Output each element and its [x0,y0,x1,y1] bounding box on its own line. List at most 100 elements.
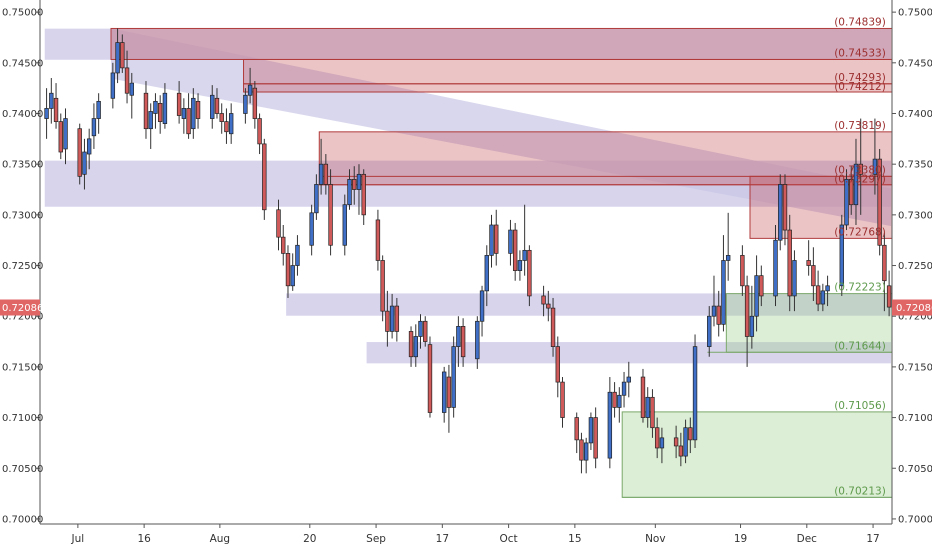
candle-up[interactable] [210,94,215,119]
candle-down[interactable] [527,249,532,297]
candle-up[interactable] [96,100,101,119]
candle-up[interactable] [479,290,485,322]
candle-down[interactable] [593,417,598,459]
candle-down[interactable] [806,260,811,266]
candle-down[interactable] [423,320,428,342]
candle-down[interactable] [285,253,291,287]
candle-up[interactable] [508,229,513,254]
candle-down[interactable] [512,229,518,271]
candle-down[interactable] [176,92,182,116]
candle-up[interactable] [844,179,849,226]
candle-down[interactable] [361,173,366,216]
candle-up[interactable] [413,336,418,358]
candle-up[interactable] [778,184,783,241]
candle-up[interactable] [347,179,352,206]
candle-down[interactable] [143,92,149,130]
candle-down[interactable] [120,42,125,69]
candle-down[interactable] [759,275,764,297]
candle-up[interactable] [820,290,826,305]
candle-up[interactable] [63,118,68,150]
candle-up[interactable] [162,92,168,124]
candle-down[interactable] [650,396,655,429]
candle-down[interactable] [281,236,286,254]
candle-down[interactable] [858,163,863,175]
candle-up[interactable] [475,320,480,360]
candle-down[interactable] [252,87,258,119]
candle-up[interactable] [659,437,665,449]
candle-down[interactable] [886,285,892,308]
candle-up[interactable] [181,108,187,119]
candle-down[interactable] [555,346,560,383]
candle-down[interactable] [385,310,390,332]
candle-down[interactable] [77,128,82,177]
candle-down[interactable] [53,97,59,122]
candle-up[interactable] [389,305,395,332]
candle-up[interactable] [418,320,423,337]
candle-up[interactable] [191,97,196,130]
candle-down[interactable] [323,163,329,185]
candle-down[interactable] [494,224,499,254]
candle-down[interactable] [541,295,546,305]
candle-up[interactable] [91,118,97,137]
candle-up[interactable] [489,224,494,256]
candle-down[interactable] [550,307,556,347]
candle-up[interactable] [342,204,347,246]
candle-down[interactable] [262,143,267,211]
candle-up[interactable] [290,265,295,287]
candle-down[interactable] [195,100,201,119]
candle-up[interactable] [44,108,49,119]
candle-down[interactable] [328,184,333,246]
candle-up[interactable] [517,260,523,271]
candle-up[interactable] [318,163,324,185]
candle-up[interactable] [692,346,698,441]
candle-down[interactable] [849,179,854,206]
candle-up[interactable] [588,417,594,444]
candle-up[interactable] [86,138,92,155]
candle-up[interactable] [749,315,755,337]
candle-up[interactable] [456,325,461,347]
candle-down[interactable] [224,121,229,133]
candle-up[interactable] [228,113,234,135]
candle-down[interactable] [574,417,579,441]
candle-down[interactable] [688,427,693,441]
candle-up[interactable] [607,391,613,459]
candle-down[interactable] [408,331,414,358]
candle-down[interactable] [782,184,788,231]
candle-down[interactable] [257,118,262,145]
candle-up[interactable] [356,173,362,190]
candle-down[interactable] [276,209,281,238]
candle-down[interactable] [446,376,452,408]
candle-up[interactable] [707,315,712,347]
candle-up[interactable] [617,394,622,408]
candle-up[interactable] [626,376,631,383]
candle-up[interactable] [441,371,447,413]
candle-down[interactable] [787,229,792,297]
candle-down[interactable] [612,391,617,408]
candle-up[interactable] [247,84,253,96]
candle-up[interactable] [522,249,527,261]
candle-up[interactable] [773,239,778,297]
candle-up[interactable] [314,184,319,214]
candle-up[interactable] [872,158,878,175]
candle-down[interactable] [673,437,679,447]
candle-down[interactable] [654,427,660,449]
candle-up[interactable] [309,212,314,246]
candle-down[interactable] [394,305,400,332]
candle-down[interactable] [380,260,385,312]
candle-down[interactable] [219,113,224,122]
candle-up[interactable] [711,305,717,317]
candle-down[interactable] [815,285,821,305]
candle-up[interactable] [754,275,759,317]
candle-down[interactable] [740,255,745,287]
candle-down[interactable] [882,244,887,282]
candle-up[interactable] [295,244,300,266]
candle-down[interactable] [58,121,63,153]
candle-up[interactable] [825,285,830,292]
candle-up[interactable] [484,255,489,292]
candle-down[interactable] [640,376,646,418]
candle-up[interactable] [115,42,120,74]
candle-down[interactable] [186,108,191,135]
candle-down[interactable] [375,219,381,261]
candle-down[interactable] [157,103,163,122]
